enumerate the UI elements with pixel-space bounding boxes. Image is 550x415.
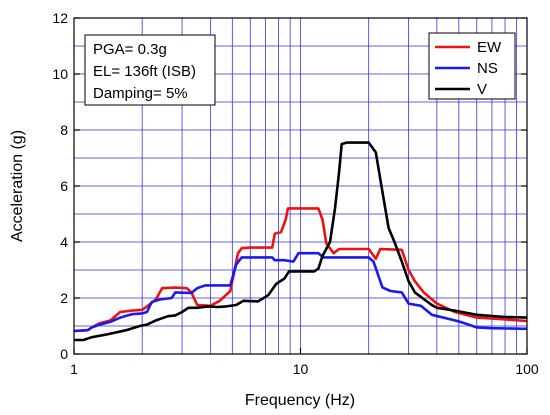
y-axis-title: Acceleration (g) <box>9 130 26 242</box>
y-tick-label: 2 <box>60 290 68 306</box>
annotation-line-damping: Damping= 5% <box>93 85 188 102</box>
annotation-frame <box>84 34 216 106</box>
series-line-v <box>74 141 528 342</box>
legend-label-ns: NS <box>477 60 498 77</box>
x-tick-label: 10 <box>293 361 309 377</box>
y-tick-label: 6 <box>60 178 68 194</box>
y-tick-label: 4 <box>60 234 68 250</box>
annotation-line-pga: PGA= 0.3g <box>93 41 167 58</box>
legend-label-v: V <box>477 81 487 98</box>
y-tick-label: 0 <box>60 346 68 362</box>
y-tick-label: 8 <box>60 122 68 138</box>
x-axis-title: Frequency (Hz) <box>245 392 355 409</box>
y-tick-label: 12 <box>52 10 68 26</box>
series-line-ns <box>73 251 528 333</box>
x-tick-label: 100 <box>515 361 539 377</box>
y-tick-label: 10 <box>52 66 68 82</box>
axis-ticks: 0 2 4 6 8 10 12 1 10 100 <box>52 10 538 377</box>
legend: EW NS V <box>428 32 516 100</box>
x-tick-label: 1 <box>70 361 78 377</box>
series-layer <box>73 141 528 342</box>
annotation-box: PGA= 0.3g EL= 136ft (ISB) Damping= 5% <box>84 34 216 106</box>
annotation-line-elevation: EL= 136ft (ISB) <box>93 63 196 80</box>
legend-label-ew: EW <box>477 39 502 56</box>
series-line-ew <box>73 207 528 333</box>
